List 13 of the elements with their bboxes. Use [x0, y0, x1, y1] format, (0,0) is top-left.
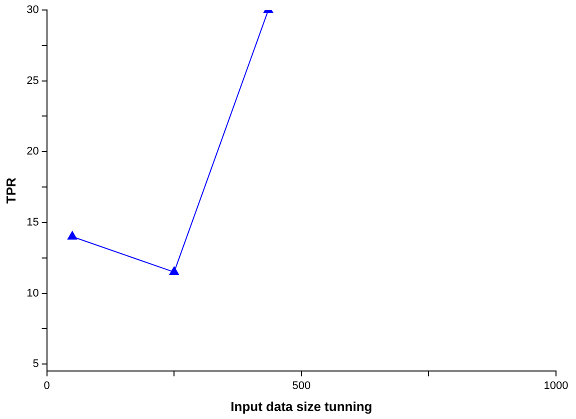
y-tick-label: 20 — [26, 146, 39, 158]
x-tick-label: 0 — [44, 380, 50, 392]
x-tick-label: 1000 — [544, 380, 568, 392]
point — [169, 266, 179, 276]
y-tick-label: 5 — [32, 358, 39, 370]
point — [67, 231, 78, 240]
x-axis-title: Input data size tunning — [230, 398, 372, 414]
y-tick-label: 10 — [26, 287, 39, 300]
y-axis-title: TPR — [3, 176, 18, 204]
y-tick-label: 30 — [26, 4, 39, 16]
y-tick-label: 25 — [26, 74, 39, 87]
y-tick-label: 15 — [26, 216, 39, 228]
x-tick-label: 500 — [292, 380, 311, 392]
